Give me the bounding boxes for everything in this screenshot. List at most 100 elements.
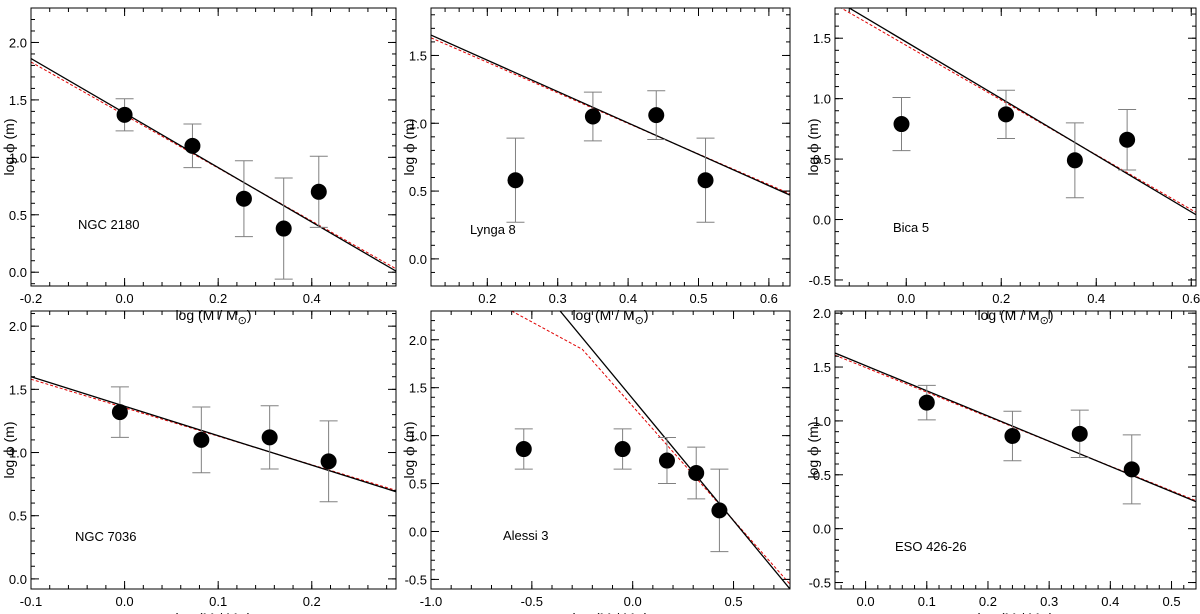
panel-lynga-8: 0.2 0.3 0.4 0.5 0.6 0.0 0.5 1.0 1.5 log (M / M⊙) l… — [401, 7, 791, 327]
x-tick-label: 0.0 — [897, 291, 915, 306]
data-point-group — [1065, 122, 1084, 199]
y-axis-label: log ϕ (m) — [1, 118, 18, 175]
data-point — [584, 108, 601, 125]
y-tick-label: 0.5 — [813, 468, 831, 483]
x-axis-label: log (M / M⊙) — [572, 610, 648, 614]
fit-line — [431, 34, 790, 196]
x-tick-label: 0.0 — [116, 291, 134, 306]
y-axis-label: log ϕ (m) — [401, 421, 418, 478]
fit-line — [559, 311, 790, 589]
y-axis-label: log ϕ (m) — [401, 118, 418, 175]
x-tick-label: 0.2 — [209, 291, 227, 306]
data-point — [1071, 425, 1088, 442]
plot-frame — [430, 310, 791, 590]
y-tick-label: 1.5 — [9, 93, 27, 108]
data-point — [658, 452, 675, 469]
data-point-group — [696, 137, 715, 223]
data-point-group — [234, 160, 253, 238]
panel-ngc-7036: -0.1 0.0 0.1 0.2 0.0 0.5 1.0 1.5 2.0 log (M / M⊙)… — [1, 310, 397, 614]
data-point-group — [997, 89, 1015, 140]
data-point — [184, 137, 201, 154]
x-tick-label: -0.1 — [20, 594, 42, 609]
y-tick-label: 0.0 — [9, 265, 27, 280]
x-tick-label: 0.0 — [624, 594, 642, 609]
data-point-group — [657, 437, 676, 485]
data-point-group — [1070, 409, 1089, 459]
y-tick-label: 0.0 — [409, 524, 427, 539]
y-axis-label: log ϕ (m) — [805, 118, 822, 175]
panel-title: Bica 5 — [893, 220, 929, 235]
data-point-group — [1118, 109, 1137, 171]
y-tick-label: 1.0 — [813, 414, 831, 429]
plot-frame — [30, 310, 397, 590]
plot-frame — [834, 7, 1197, 287]
data-point — [116, 106, 133, 123]
y-tick-label: 0.5 — [813, 152, 831, 167]
data-point — [614, 441, 631, 458]
data-point-group — [647, 90, 666, 141]
x-axis-label: log (M / M⊙) — [977, 610, 1053, 614]
panel-eso-426-26: 0.0 0.1 0.2 0.3 0.4 0.5 -0.5 0.0 0.5 1.0 1.5 2.0 log… — [805, 306, 1197, 614]
plot-frame — [430, 7, 791, 287]
x-tick-label: 0.5 — [689, 291, 707, 306]
x-tick-label: -0.2 — [20, 291, 42, 306]
panel-title: NGC 7036 — [75, 529, 136, 544]
panel-ngc-2180: -0.2 0.0 0.2 0.4 0.0 0.5 1.0 1.5 2.0 log (M / M⊙)… — [1, 7, 397, 327]
y-tick-label: 2.0 — [813, 306, 831, 321]
y-tick-label: 1.0 — [813, 92, 831, 107]
y-tick-label: 2.0 — [409, 333, 427, 348]
y-tick-label: 0.0 — [813, 213, 831, 228]
data-point — [893, 116, 910, 133]
data-point — [1119, 131, 1136, 148]
y-tick-label: 1.5 — [409, 381, 427, 396]
data-point-group — [115, 98, 134, 132]
panel-title: Alessi 3 — [503, 528, 549, 543]
y-tick-label: -0.5 — [809, 576, 831, 591]
data-point-group — [514, 428, 533, 470]
panel-bica-5: 0.0 0.2 0.4 0.6 -0.5 0.0 0.5 1.0 1.5 log (M / M⊙)… — [805, 7, 1200, 327]
data-point-group — [1122, 434, 1141, 505]
x-tick-label: 0.3 — [1040, 594, 1058, 609]
x-axis-label: log (M / M⊙) — [175, 307, 251, 327]
x-tick-label: 0.4 — [619, 291, 637, 306]
y-tick-label: 2.0 — [9, 35, 27, 50]
x-tick-label: 0.2 — [979, 594, 997, 609]
x-tick-label: 0.6 — [1182, 291, 1200, 306]
x-tick-label: 0.4 — [1101, 594, 1119, 609]
x-tick-label: 0.0 — [857, 594, 875, 609]
y-tick-label: 1.0 — [409, 116, 427, 131]
y-tick-label: 0.0 — [9, 572, 27, 587]
x-tick-label: -0.5 — [521, 594, 543, 609]
fit-line — [31, 376, 396, 493]
y-tick-label: 0.5 — [409, 184, 427, 199]
y-tick-label: 0.0 — [813, 522, 831, 537]
y-tick-label: 1.5 — [813, 360, 831, 375]
data-point — [1123, 461, 1140, 478]
y-tick-label: 0.0 — [409, 252, 427, 267]
fit-line-alt — [511, 311, 790, 585]
data-point-group — [319, 420, 338, 503]
y-tick-label: 1.5 — [9, 382, 27, 397]
data-point-group — [309, 155, 328, 228]
data-point — [688, 465, 705, 482]
fit-line — [31, 57, 396, 272]
x-tick-label: 0.5 — [1162, 594, 1180, 609]
x-tick-label: 0.1 — [209, 594, 227, 609]
x-axis-label: log (M / M⊙) — [977, 307, 1053, 327]
data-point — [235, 190, 252, 207]
y-tick-label: 0.5 — [9, 208, 27, 223]
y-axis-label: log ϕ (m) — [1, 421, 18, 478]
data-point — [507, 172, 524, 189]
data-point — [1066, 152, 1083, 169]
data-point-group — [613, 428, 632, 470]
fit-line — [847, 8, 1196, 216]
y-tick-label: -0.5 — [405, 572, 427, 587]
data-point — [193, 431, 210, 448]
x-tick-label: 0.4 — [1087, 291, 1105, 306]
data-point-group — [274, 177, 293, 280]
x-tick-label: -1.0 — [420, 594, 442, 609]
data-point-group — [506, 137, 525, 223]
data-point — [515, 441, 532, 458]
y-tick-label: 1.0 — [409, 429, 427, 444]
